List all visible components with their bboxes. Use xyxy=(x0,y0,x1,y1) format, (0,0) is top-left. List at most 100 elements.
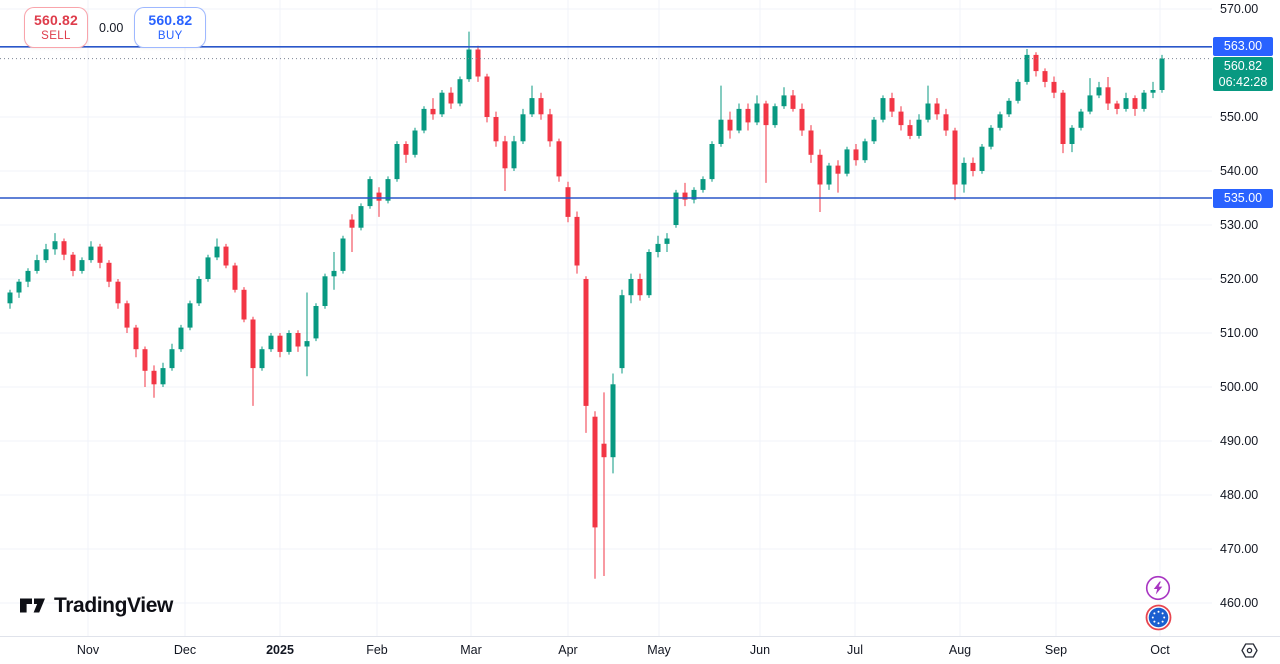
resistance-price-badge: 563.00 xyxy=(1213,37,1273,57)
candle-body xyxy=(421,108,427,131)
candle-body xyxy=(682,192,688,200)
candle-body xyxy=(673,192,679,225)
tradingview-logo-text: TradingView xyxy=(54,593,173,617)
candle-body xyxy=(853,149,859,161)
candle-body xyxy=(295,333,301,347)
candle-body xyxy=(817,154,823,185)
time-axis-label: Feb xyxy=(366,643,388,657)
candle-body xyxy=(835,165,841,174)
tradingview-logo-icon xyxy=(20,598,45,613)
candle-body xyxy=(466,49,472,80)
time-axis-label: Jul xyxy=(847,643,863,657)
candle-body xyxy=(169,349,175,369)
candle-body xyxy=(133,327,139,350)
candle-body xyxy=(475,49,481,77)
sell-button[interactable]: 560.82 SELL xyxy=(24,7,88,48)
candle-body xyxy=(367,179,373,207)
candle-body xyxy=(772,106,778,126)
price-tick-label: 510.00 xyxy=(1220,326,1259,340)
candle-body xyxy=(412,130,418,155)
price-tick-label: 530.00 xyxy=(1220,218,1259,232)
candle-body xyxy=(1114,103,1120,109)
candle-body xyxy=(529,98,535,115)
support-price-badge: 535.00 xyxy=(1213,188,1273,208)
price-tick-label: 570.00 xyxy=(1220,2,1259,16)
candle-body xyxy=(637,279,643,296)
candle-body xyxy=(214,246,220,258)
price-axis[interactable]: 563.00 560.82 06:42:28 535.00 570.00 550.… xyxy=(1212,0,1280,636)
candle-body xyxy=(754,103,760,123)
candle-body xyxy=(952,130,958,185)
candle-body xyxy=(781,95,787,107)
candle-body xyxy=(25,270,31,282)
candle-body xyxy=(313,306,319,339)
buy-label: BUY xyxy=(157,30,183,42)
price-tick-label: 480.00 xyxy=(1220,488,1259,502)
last-price-badge: 560.82 06:42:28 xyxy=(1213,56,1273,91)
candle-body xyxy=(7,292,13,304)
candle-body xyxy=(961,162,967,185)
candle-body xyxy=(988,127,994,147)
candle-body xyxy=(88,246,94,261)
candle-body xyxy=(502,141,508,169)
tradingview-logo[interactable]: TradingView xyxy=(18,592,173,619)
candle-body xyxy=(16,281,22,293)
candle-body xyxy=(583,279,589,406)
candle-body xyxy=(430,108,436,115)
candle-body xyxy=(646,252,652,296)
candle-body xyxy=(1006,100,1012,115)
candle-body xyxy=(538,98,544,115)
candle-body xyxy=(268,335,274,350)
axis-settings-icon[interactable] xyxy=(1240,641,1259,660)
candle-body xyxy=(457,79,463,104)
candle-body xyxy=(286,333,292,352)
lightning-icon[interactable] xyxy=(1145,575,1171,601)
time-axis-label: Mar xyxy=(460,643,482,657)
candle-body xyxy=(691,189,697,200)
candle-body xyxy=(70,254,76,271)
candle-body xyxy=(1105,87,1111,104)
candle-body xyxy=(1069,127,1075,144)
candle-body xyxy=(394,144,400,180)
candle-body xyxy=(196,279,202,304)
candle-body xyxy=(439,92,445,115)
candle-body xyxy=(628,279,634,296)
candle-body xyxy=(79,260,85,271)
candle-body xyxy=(934,103,940,115)
buy-button[interactable]: 560.82 BUY xyxy=(134,7,207,48)
candle-body xyxy=(1159,58,1165,90)
time-axis[interactable]: Nov Dec 2025 Feb Mar Apr May Jun Jul Aug Sep Oct xyxy=(0,636,1280,664)
countdown-timer: 06:42:28 xyxy=(1218,74,1268,89)
candle-body xyxy=(790,95,796,109)
time-axis-label: May xyxy=(647,643,671,657)
candle-body xyxy=(1087,95,1093,112)
candle-body xyxy=(943,114,949,131)
candle-body xyxy=(619,295,625,369)
sell-price: 560.82 xyxy=(33,12,79,28)
candle-body xyxy=(655,243,661,252)
candle-body xyxy=(799,108,805,131)
candle-body xyxy=(862,141,868,161)
candle-body xyxy=(664,238,670,244)
time-axis-label: Dec xyxy=(173,643,197,657)
candle-body xyxy=(340,238,346,271)
candle-body xyxy=(97,246,103,263)
candle-body xyxy=(259,349,265,369)
candle-body xyxy=(610,384,616,458)
candle-body xyxy=(871,119,877,142)
eu-globe-icon[interactable] xyxy=(1145,604,1172,631)
price-tick-label: 490.00 xyxy=(1220,434,1259,448)
candle-body xyxy=(304,341,310,347)
order-panel: 560.82 SELL 0.00 560.82 BUY xyxy=(24,7,207,48)
candle-body xyxy=(1033,54,1039,72)
candle-body xyxy=(124,303,130,328)
candle-body xyxy=(331,270,337,277)
candle-body xyxy=(358,206,364,228)
candle-body xyxy=(1096,87,1102,96)
candle-body xyxy=(223,246,229,266)
candle-body xyxy=(970,162,976,171)
candle-body xyxy=(1060,92,1066,144)
candle-body xyxy=(52,241,58,250)
chart-plot-area[interactable] xyxy=(0,0,1212,636)
candle-body xyxy=(61,241,67,255)
